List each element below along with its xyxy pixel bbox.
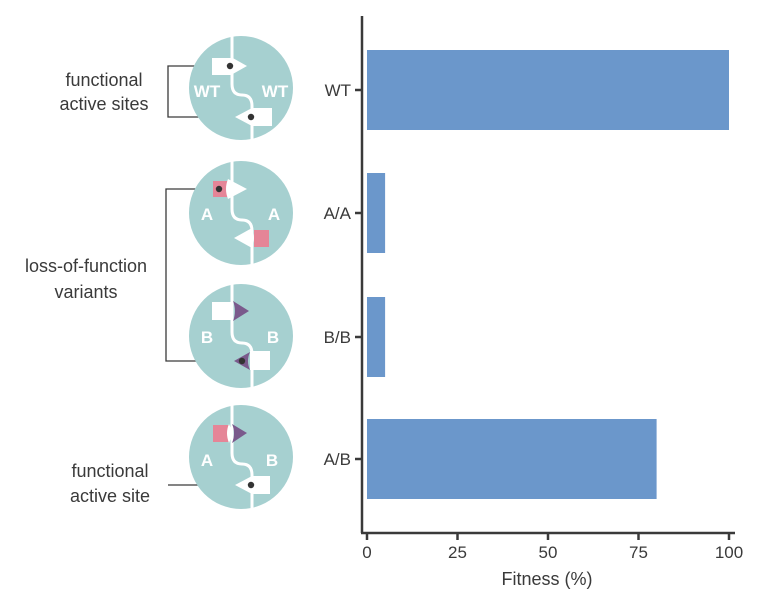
- y-tick-label: B/B: [324, 328, 351, 347]
- variant-b-triangle-icon: [233, 301, 249, 321]
- active-site-dot: [247, 481, 255, 489]
- bar-b-b: [367, 297, 386, 377]
- variant-b-triangle-icon: [232, 424, 247, 443]
- subunit-boundary: [230, 161, 254, 265]
- enzyme-diagram-a-b: A B: [189, 405, 293, 509]
- y-tick-label: WT: [325, 81, 351, 100]
- binding-square-icon: [252, 108, 272, 126]
- bar-wt: [367, 50, 729, 130]
- bar-a-a: [367, 173, 386, 253]
- annotation-line-2: variants: [54, 282, 117, 302]
- subunit-label-left: B: [201, 328, 213, 347]
- subunit-label-left: A: [201, 451, 213, 470]
- y-tick-label: A/A: [324, 204, 352, 223]
- enzyme-diagram-a-a: A A: [189, 161, 293, 265]
- subunit-label-right: B: [266, 451, 278, 470]
- variant-a-square-icon: [254, 230, 269, 247]
- y-tick-label: A/B: [324, 450, 351, 469]
- subunit-label-right: A: [268, 205, 280, 224]
- x-tick-label: 50: [539, 543, 558, 562]
- x-axis-title: Fitness (%): [501, 569, 592, 589]
- subunit-boundary: [230, 284, 254, 388]
- binding-triangle-icon: [226, 179, 247, 199]
- active-site-dot: [226, 62, 234, 70]
- fitness-bar-chart: WT A/A B/B A/B 0 25 50 75 100 Fitness (%): [324, 16, 743, 589]
- annotation-line-1: functional: [65, 70, 142, 90]
- x-tick-label: 0: [362, 543, 371, 562]
- subunit-label-left: A: [201, 205, 213, 224]
- x-tick-label: 75: [629, 543, 648, 562]
- bar-a-b: [367, 419, 657, 499]
- binding-triangle-icon: [235, 108, 252, 126]
- annotation-line-1: loss-of-function: [25, 256, 147, 276]
- annotation-line-2: active sites: [59, 94, 148, 114]
- variant-a-square-icon: [213, 425, 229, 442]
- x-ticks: 0 25 50 75 100: [362, 533, 743, 562]
- x-tick-label: 25: [448, 543, 467, 562]
- annotation-line-1: functional: [71, 461, 148, 481]
- bars: [367, 50, 729, 499]
- binding-square-icon: [212, 302, 232, 320]
- enzyme-diagram-wt-wt: WT WT: [189, 36, 293, 140]
- binding-triangle-icon: [235, 476, 252, 494]
- subunit-label-left: WT: [194, 82, 221, 101]
- subunit-boundary: [230, 36, 254, 140]
- active-site-dot: [238, 357, 246, 365]
- binding-square-icon: [212, 58, 232, 75]
- annotation-functional-active-site: functional active site: [70, 461, 251, 506]
- annotation-line-2: active site: [70, 486, 150, 506]
- subunit-boundary: [230, 405, 254, 509]
- subunit-label-right: B: [267, 328, 279, 347]
- subunit-label-right: WT: [262, 82, 289, 101]
- active-site-dot: [215, 185, 223, 193]
- binding-triangle-icon: [234, 228, 254, 248]
- binding-triangle-icon: [227, 424, 233, 443]
- x-tick-label: 100: [715, 543, 743, 562]
- binding-triangle-icon: [231, 57, 247, 75]
- binding-square-icon: [250, 351, 270, 370]
- binding-square-icon: [252, 476, 270, 494]
- y-ticks: WT A/A B/B A/B: [324, 81, 362, 469]
- enzyme-diagram-b-b: B B: [189, 284, 293, 388]
- annotation-loss-of-function-variants: loss-of-function variants: [25, 188, 242, 362]
- active-site-dot: [247, 113, 255, 121]
